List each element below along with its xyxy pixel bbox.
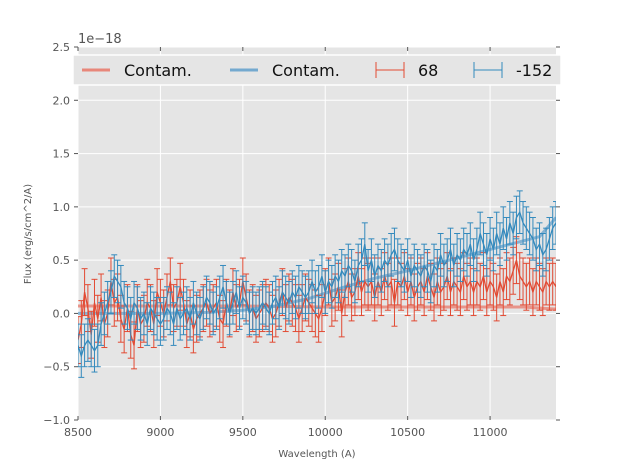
legend-label: Contam.: [272, 61, 340, 80]
legend-label: 68: [418, 61, 438, 80]
y-tick-label: −1.0: [43, 414, 70, 427]
y-offset-label: 1e−18: [78, 32, 122, 47]
data-line: [78, 259, 556, 346]
y-tick-label: 2.0: [53, 94, 71, 107]
y-tick-label: 1.0: [53, 201, 71, 214]
y-tick-label: 2.5: [53, 41, 71, 54]
x-tick-label: 10500: [390, 426, 425, 439]
plot-area: [78, 47, 556, 420]
x-tick-label: 11000: [473, 426, 508, 439]
legend-label: -152: [516, 61, 552, 80]
x-tick-label: 9500: [229, 426, 257, 439]
y-tick-label: 1.5: [53, 148, 71, 161]
contam-line: [78, 304, 556, 311]
x-tick-label: 9000: [146, 426, 174, 439]
series--152: [78, 190, 556, 378]
series-68: [78, 236, 556, 370]
legend-item: Contam.: [230, 61, 340, 80]
legend-item: -152: [473, 61, 552, 80]
y-tick-label: 0.0: [53, 307, 71, 320]
legend: Contam. Contam. 68 -152: [72, 54, 562, 86]
x-tick-label: 8500: [64, 426, 92, 439]
legend-label: Contam.: [124, 61, 192, 80]
legend-item: 68: [375, 61, 438, 80]
series-layer: [78, 190, 556, 378]
x-axis-label: Wavelength (A): [278, 449, 355, 460]
x-tick-label: 10000: [308, 426, 343, 439]
legend-item: Contam.: [82, 61, 192, 80]
y-axis-label: Flux (erg/s/cm^2/A): [23, 184, 34, 284]
y-tick-label: 0.5: [53, 254, 71, 267]
data-line: [78, 210, 556, 359]
y-tick-label: −0.5: [43, 361, 70, 374]
y-axis: −1.0 −0.5 0.0 0.5 1.0 1.5 2.0 2.5: [43, 41, 560, 427]
x-axis: 8500 9000 9500 10000 10500 11000: [64, 47, 508, 439]
